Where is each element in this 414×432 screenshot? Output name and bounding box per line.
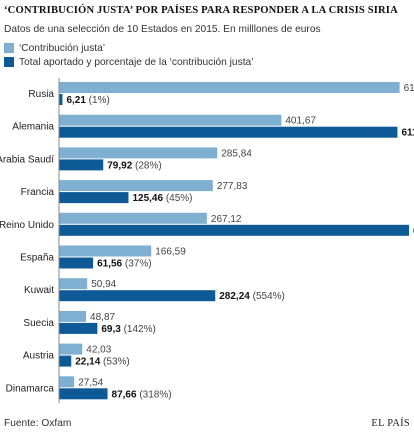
legend-swatch-total-contributed <box>4 57 14 67</box>
bar-total-contributed-arabia-saudi <box>59 159 104 171</box>
value-label-total-contributed-dinamarca: 87,66 (318%) <box>112 389 172 400</box>
bar-total-contributed-austria <box>59 355 72 367</box>
bar-fair-share-espana <box>59 245 152 257</box>
category-label-kuwait: Kuwait <box>24 285 54 296</box>
bar-total-contributed-rusia <box>59 94 63 105</box>
value-label-fair-share-kuwait: 50,94 <box>91 279 116 290</box>
value-label-fair-share-reino-unido: 267,12 <box>211 214 242 225</box>
value-label-total-contributed-austria: 22,14 (53%) <box>75 357 129 368</box>
category-label-arabia-saudi: Arabia Saudí <box>0 154 54 165</box>
bar-fair-share-rusia <box>59 82 400 93</box>
value-label-fair-share-austria: 42,03 <box>86 345 111 356</box>
value-label-total-contributed-espana: 61,56 (37%) <box>97 259 151 270</box>
bar-fair-share-reino-unido <box>59 212 207 224</box>
chart-subtitle: Datos de una selección de 10 Estados en … <box>4 24 321 35</box>
category-label-espana: España <box>20 253 54 264</box>
value-label-total-contributed-arabia-saudi: 79,92 (28%) <box>107 160 161 171</box>
value-percent-dinamarca: (318%) <box>137 389 172 400</box>
value-label-total-contributed-kuwait: 282,24 (554%) <box>219 291 285 302</box>
value-label-total-contributed-francia: 125,46 (45%) <box>132 193 192 204</box>
legend-item-total-contributed: Total aportado y porcentaje de la ‘contr… <box>4 56 253 68</box>
bar-total-contributed-espana <box>59 257 94 269</box>
bar-total-contributed-alemania <box>59 126 398 138</box>
bar-fair-share-kuwait <box>59 278 88 290</box>
value-amount-espana: 61,56 <box>97 259 122 270</box>
value-label-fair-share-francia: 277,83 <box>217 181 248 192</box>
category-label-rusia: Rusia <box>28 89 54 100</box>
value-amount-austria: 22,14 <box>75 357 100 368</box>
bar-fair-share-arabia-saudi <box>59 147 218 159</box>
publisher-brand: EL PAÍS <box>371 418 410 429</box>
value-label-total-contributed-rusia: 6,21 (1%) <box>66 95 109 106</box>
value-label-fair-share-alemania: 401,67 <box>285 116 316 127</box>
bar-fair-share-suecia <box>59 310 87 322</box>
value-amount-rusia: 6,21 <box>66 95 86 106</box>
value-label-fair-share-arabia-saudi: 285,84 <box>221 148 252 159</box>
legend-label-total-contributed: Total aportado y porcentaje de la ‘contr… <box>19 56 254 68</box>
category-label-austria: Austria <box>23 351 55 362</box>
value-label-fair-share-espana: 166,59 <box>155 247 186 258</box>
bar-fair-share-francia <box>59 180 213 192</box>
category-label-reino-unido: Reino Unido <box>0 220 54 231</box>
value-label-total-contributed-suecia: 69,3 (142%) <box>101 324 155 335</box>
value-label-fair-share-suecia: 48,87 <box>90 312 115 323</box>
category-label-suecia: Suecia <box>23 318 54 329</box>
value-amount-francia: 125,46 <box>132 193 163 204</box>
value-percent-suecia: (142%) <box>121 324 156 335</box>
value-percent-francia: (45%) <box>163 193 192 204</box>
value-label-fair-share-rusia: 615,24 <box>404 83 414 94</box>
value-amount-alemania: 611,28 <box>401 128 414 139</box>
value-percent-espana: (37%) <box>122 259 151 270</box>
bar-total-contributed-reino-unido <box>59 224 409 236</box>
value-amount-arabia-saudi: 79,92 <box>107 160 132 171</box>
bar-total-contributed-francia <box>59 192 129 204</box>
bar-total-contributed-suecia <box>59 322 98 334</box>
value-amount-kuwait: 282,24 <box>219 291 250 302</box>
value-percent-kuwait: (554%) <box>250 291 285 302</box>
legend-swatch-fair-share <box>4 43 14 53</box>
source-note: Fuente: Oxfam <box>4 418 72 429</box>
value-amount-dinamarca: 87,66 <box>112 389 137 400</box>
bar-fair-share-austria <box>59 343 83 355</box>
value-percent-austria: (53%) <box>100 357 129 368</box>
category-label-alemania: Alemania <box>12 122 54 133</box>
bar-fair-share-alemania <box>59 114 282 126</box>
bar-total-contributed-kuwait <box>59 290 216 302</box>
chart-title: ‘CONTRIBUCIÓN JUSTA’ POR PAÍSES PARA RES… <box>4 5 398 16</box>
category-label-dinamarca: Dinamarca <box>6 383 55 394</box>
value-label-total-contributed-alemania: 611,28 (152%) <box>401 128 414 139</box>
value-label-fair-share-dinamarca: 27,54 <box>78 377 103 388</box>
value-percent-arabia-saudi: (28%) <box>132 160 161 171</box>
bar-total-contributed-dinamarca <box>59 388 108 400</box>
value-percent-rusia: (1%) <box>86 95 110 106</box>
bar-fair-share-dinamarca <box>59 376 75 388</box>
value-amount-suecia: 69,3 <box>101 324 121 335</box>
category-label-francia: Francia <box>21 187 55 198</box>
legend-label-fair-share: ‘Contribución justa’ <box>19 42 106 54</box>
legend-item-fair-share: ‘Contribución justa’ <box>4 42 105 54</box>
